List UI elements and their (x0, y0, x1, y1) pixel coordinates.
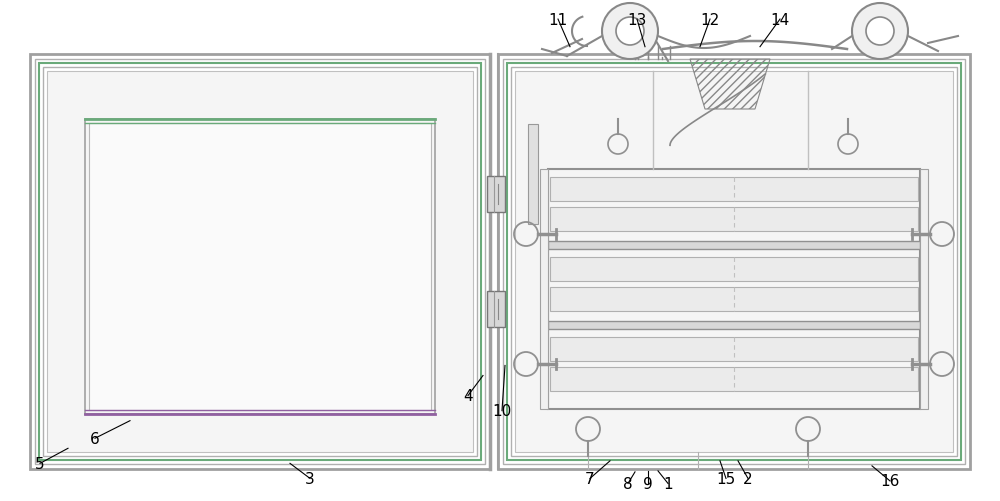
Bar (550, 258, 918, 282)
Circle shape (602, 4, 658, 60)
Text: 8: 8 (623, 476, 633, 491)
Bar (548, 321, 920, 329)
Bar (550, 207, 918, 231)
Circle shape (852, 4, 908, 60)
Bar (920, 170, 928, 409)
Text: 2: 2 (743, 471, 753, 486)
Text: 14: 14 (770, 13, 790, 28)
Bar (85, 120, 435, 414)
Text: 10: 10 (492, 403, 512, 418)
Bar (548, 241, 920, 249)
Text: 13: 13 (627, 13, 647, 28)
Bar (550, 337, 918, 361)
Bar (511, 68, 957, 456)
Bar (487, 177, 505, 212)
Bar (43, 68, 477, 456)
Bar (498, 55, 970, 469)
Bar (47, 72, 473, 452)
Text: 11: 11 (548, 13, 568, 28)
Bar (550, 178, 918, 201)
Bar (503, 60, 965, 464)
Text: 1: 1 (663, 476, 673, 491)
Circle shape (866, 18, 894, 46)
Text: 9: 9 (643, 476, 653, 491)
Text: 5: 5 (35, 456, 45, 471)
Bar (548, 170, 920, 409)
Bar (507, 64, 961, 460)
Text: 3: 3 (305, 471, 315, 486)
Text: 6: 6 (90, 431, 100, 446)
Text: 15: 15 (716, 471, 736, 486)
Text: 4: 4 (463, 388, 473, 403)
Text: 16: 16 (880, 473, 900, 488)
Bar (550, 367, 918, 391)
Bar (540, 170, 548, 409)
Bar (89, 124, 431, 410)
Bar (30, 55, 490, 469)
Bar (550, 288, 918, 312)
Circle shape (616, 18, 644, 46)
Text: 12: 12 (700, 13, 720, 28)
Bar (35, 60, 485, 464)
Bar (39, 64, 481, 460)
Bar (487, 292, 505, 327)
Bar (528, 125, 538, 224)
Text: 7: 7 (585, 471, 595, 486)
Bar (515, 72, 953, 452)
